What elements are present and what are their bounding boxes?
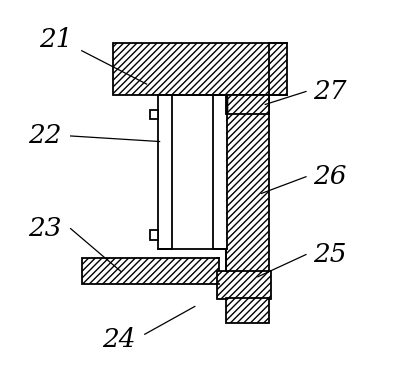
Text: 22: 22 [28,124,62,148]
Bar [158,95,172,249]
Bar [150,231,158,240]
Text: 21: 21 [39,27,73,52]
Text: 25: 25 [313,242,347,267]
Text: 24: 24 [102,327,135,352]
Bar [150,110,158,119]
Bar [113,43,287,95]
Bar [213,95,227,249]
Bar [217,271,271,299]
Bar [226,95,269,114]
Bar [226,95,269,273]
Bar [226,298,269,323]
Text: 26: 26 [313,164,347,189]
Bar [217,271,271,299]
Bar [226,95,269,273]
Bar [226,298,269,323]
Bar [113,43,287,95]
Text: 23: 23 [28,216,62,241]
Bar [82,258,219,284]
Bar [226,95,227,114]
Bar [82,258,219,284]
Bar [226,95,269,114]
Text: 27: 27 [313,79,347,104]
